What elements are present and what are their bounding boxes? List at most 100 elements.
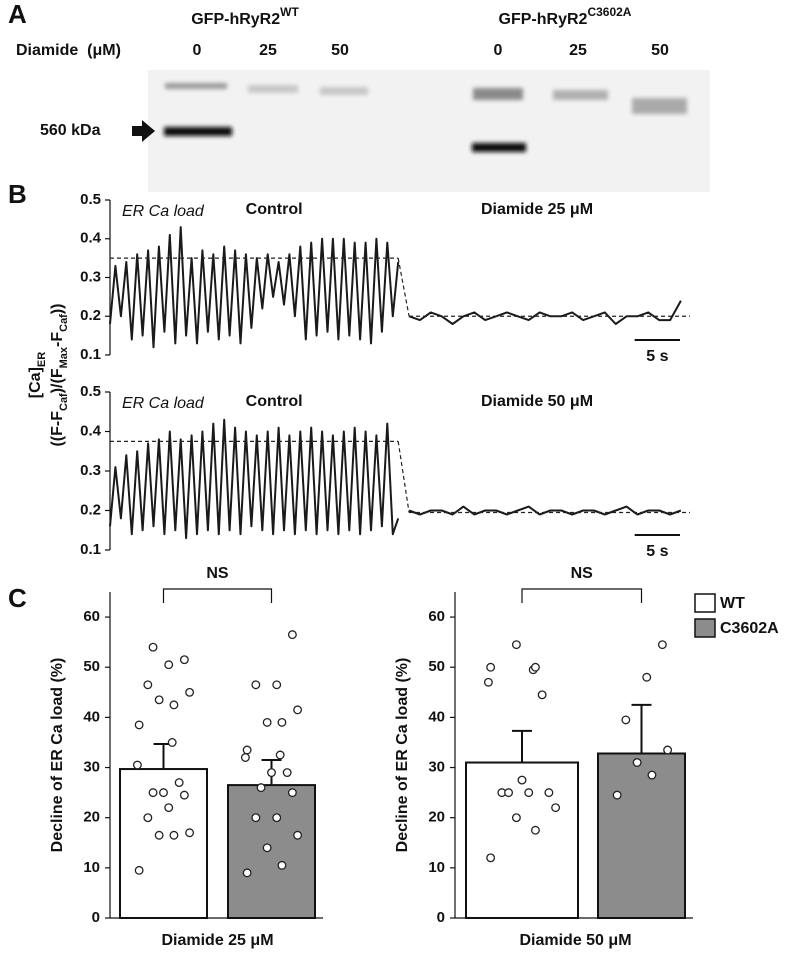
y-tick-label: 0.4 <box>80 422 102 439</box>
data-point <box>179 655 189 665</box>
trace-label: Control <box>246 393 303 410</box>
data-point <box>174 778 184 788</box>
y-tick-label: 0.3 <box>80 268 101 285</box>
y-tick-label: 10 <box>428 859 445 876</box>
data-point <box>621 715 631 725</box>
blot-band <box>473 88 523 100</box>
blot-band <box>632 98 687 114</box>
y-axis-label-part: [Ca] <box>27 367 44 398</box>
legend-swatch <box>694 618 716 638</box>
data-point <box>143 680 153 690</box>
data-point <box>179 790 189 800</box>
data-point <box>143 813 153 823</box>
data-point <box>267 768 276 778</box>
y-tick-label: 10 <box>83 859 100 876</box>
data-point <box>242 868 252 878</box>
blot-band <box>164 127 232 136</box>
y-tick-label: 0.4 <box>80 230 102 247</box>
data-point <box>287 788 297 798</box>
bar <box>597 752 686 919</box>
trace-label: Diamide 50 μM <box>481 393 593 410</box>
y-tick-label: 60 <box>428 608 445 625</box>
significance-label: NS <box>206 565 229 582</box>
data-point <box>159 788 168 798</box>
data-point <box>524 788 534 798</box>
y-tick-label: 0.5 <box>80 383 101 400</box>
y-axis-label: ((F-FCaf)/(FMax-FCaf)) <box>49 303 70 446</box>
trace <box>109 418 400 540</box>
data-point <box>277 860 287 870</box>
data-point <box>663 745 673 755</box>
y-tick-label: 0.1 <box>80 541 101 558</box>
data-point <box>154 695 164 705</box>
trace <box>408 505 682 516</box>
significance-bracket <box>521 588 643 603</box>
blot-band <box>248 85 298 93</box>
legend-label: WT <box>720 595 745 612</box>
blot <box>148 70 710 192</box>
data-point <box>642 672 652 682</box>
data-point <box>293 705 303 715</box>
lane-label: 0 <box>494 42 503 59</box>
data-point <box>544 788 554 798</box>
data-point <box>530 662 540 672</box>
y-axis-label: [Ca]ER <box>27 352 48 398</box>
panel-label: A <box>8 0 27 29</box>
blot-band <box>472 143 526 152</box>
blot-band <box>320 87 368 95</box>
x-axis-label: Diamide 25 μM <box>161 932 273 949</box>
y-axis-label: Decline of ER Ca load (%) <box>49 658 66 853</box>
data-point <box>272 680 282 690</box>
data-point <box>486 853 496 863</box>
data-point <box>164 803 174 813</box>
data-point <box>134 865 144 875</box>
legend-label: C3602A <box>720 620 779 637</box>
data-point <box>282 768 292 778</box>
y-tick-label: 40 <box>428 708 445 725</box>
data-point <box>612 790 622 800</box>
blot-band <box>165 83 227 89</box>
data-point <box>154 830 164 840</box>
data-point <box>511 813 521 823</box>
construct-name: GFP-hRyR2 <box>191 11 280 28</box>
data-point <box>647 770 657 780</box>
x-axis-label: Diamide 50 μM <box>519 932 631 949</box>
data-point <box>132 760 142 770</box>
data-point <box>632 758 642 767</box>
data-point <box>277 717 287 727</box>
data-point <box>134 720 144 730</box>
data-point <box>262 717 272 727</box>
y-axis-label-part: )/(F <box>49 368 66 393</box>
y-axis-label-part: Max <box>58 346 70 368</box>
significance-label: NS <box>571 565 594 582</box>
y-tick-label: 0.5 <box>80 191 101 208</box>
data-point <box>164 660 174 670</box>
y-tick-label: 50 <box>83 658 100 675</box>
blot-band <box>553 90 608 100</box>
data-point <box>272 813 282 823</box>
marker-label: 560 kDa <box>40 122 101 139</box>
lane-label: 50 <box>331 42 349 59</box>
y-tick-label: 30 <box>83 759 100 776</box>
y-tick-label: 0 <box>92 909 100 926</box>
significance-bracket <box>162 588 273 603</box>
marker-arrow <box>132 120 155 142</box>
construct-sup: C3602A <box>587 5 631 19</box>
data-point <box>169 700 179 710</box>
panel-label: C <box>8 583 27 613</box>
data-point <box>275 750 285 760</box>
legend-swatch <box>694 593 716 613</box>
y-axis-label-part: )) <box>49 303 66 314</box>
data-point <box>167 738 177 747</box>
trace-label: Control <box>246 201 303 218</box>
construct-label: GFP-hRyR2WT <box>191 5 299 28</box>
data-point <box>148 642 158 652</box>
data-point <box>185 687 195 697</box>
data-point <box>511 640 521 650</box>
y-tick-label: 0.3 <box>80 462 101 479</box>
data-point <box>240 753 250 762</box>
lane-label: 25 <box>259 42 277 59</box>
data-point <box>486 662 496 672</box>
lane-label: 25 <box>569 42 587 59</box>
